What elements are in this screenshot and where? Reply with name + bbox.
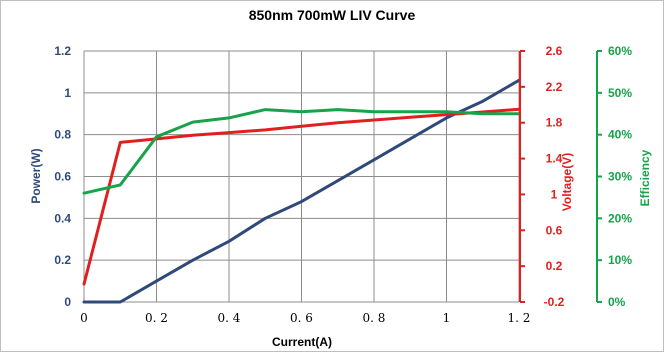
efficiency-tick-label-0: 0% <box>608 295 626 309</box>
power-tick-label-2: 0.4 <box>54 211 71 225</box>
voltage-tick-label-0: -0.2 <box>544 295 565 309</box>
power-tick-label-4: 0.8 <box>54 128 71 142</box>
efficiency-tick-label-6: 60% <box>608 44 632 58</box>
x-tick-label-2: 0. 4 <box>218 311 241 325</box>
series-line-power <box>82 78 521 304</box>
power-tick-label-6: 1.2 <box>54 44 71 58</box>
x-tick-label-3: 0. 6 <box>290 311 313 325</box>
series-layer <box>82 78 521 304</box>
series-line-efficiency <box>82 108 521 195</box>
efficiency-tick-label-4: 40% <box>608 128 632 142</box>
voltage-tick-label-1: 0.2 <box>546 259 563 273</box>
voltage-tick-label-6: 2.2 <box>546 80 563 94</box>
tick-layer: 0 0. 2 0. 4 0. 6 0. 8 1 1. 2 0 0.2 0.4 0.6 0.8 1 1.2 -… <box>54 44 632 325</box>
efficiency-tick-label-1: 10% <box>608 253 632 267</box>
power-tick-label-1: 0.2 <box>54 253 71 267</box>
efficiency-tick-label-2: 20% <box>608 211 632 225</box>
voltage-axis-title: Voltage(V) <box>560 153 574 211</box>
power-tick-label-3: 0.6 <box>54 170 71 184</box>
x-tick-label-1: 0. 2 <box>145 311 168 325</box>
power-axis-title: Power(W) <box>29 148 43 203</box>
power-tick-label-0: 0 <box>64 295 71 309</box>
grid-layer <box>83 50 520 303</box>
efficiency-tick-label-5: 50% <box>608 86 632 100</box>
x-tick-label-6: 1. 2 <box>508 311 531 325</box>
x-tick-label-4: 0. 8 <box>363 311 386 325</box>
power-tick-label-5: 1 <box>64 86 71 100</box>
voltage-tick-label-2: 0.6 <box>546 223 563 237</box>
voltage-tick-label-3: 1 <box>551 187 558 201</box>
voltage-tick-label-7: 2.6 <box>546 44 563 58</box>
axis-layer <box>519 50 602 303</box>
efficiency-tick-label-3: 30% <box>608 170 632 184</box>
efficiency-axis-title: Efficiency <box>638 149 652 206</box>
chart-title: 850nm 700mW LIV Curve <box>249 7 416 23</box>
x-tick-label-5: 1 <box>443 311 451 325</box>
voltage-tick-label-5: 1.8 <box>546 116 563 130</box>
voltage-tick-label-4: 1.4 <box>546 152 563 166</box>
x-tick-label-0: 0 <box>80 311 88 325</box>
x-axis-title: Current(A) <box>272 335 332 349</box>
